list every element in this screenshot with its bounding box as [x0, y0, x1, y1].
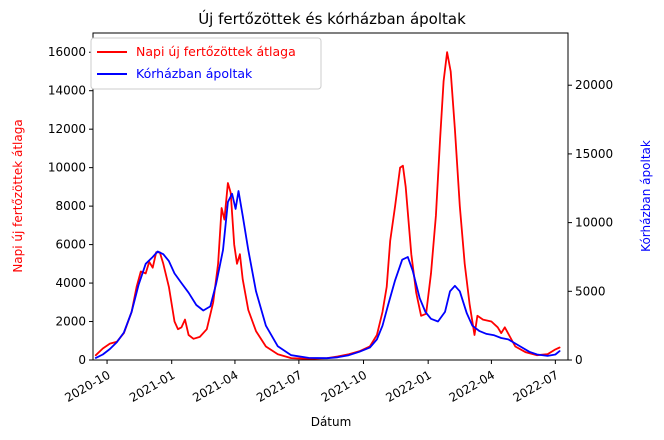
y-right-tick-label: 15000 [575, 147, 613, 161]
series-line-hospitalized [94, 190, 561, 360]
plot-content [94, 51, 561, 360]
x-tick-label: 2021-04 [190, 368, 240, 405]
y-left-tick-label: 12000 [48, 122, 86, 136]
x-tick-label: 2021-10 [319, 368, 369, 405]
x-tick-label: 2022-01 [383, 368, 433, 405]
y-right-tick-label: 10000 [575, 216, 613, 230]
y-left-tick-label: 16000 [48, 45, 86, 59]
y-axis-right: 0 5000 10000 15000 20000 [568, 78, 613, 367]
x-axis-label: Dátum [311, 415, 352, 429]
y-left-tick-label: 0 [78, 353, 86, 367]
y-axis-left: 0 2000 4000 6000 8000 10000 12000 14000 16000 [48, 45, 93, 367]
y-right-tick-label: 5000 [575, 284, 606, 298]
x-tick-label: 2022-07 [511, 368, 561, 405]
legend-label-hospitalized: Kórházban ápoltak [136, 66, 253, 81]
plot-frame [92, 32, 569, 361]
y-left-tick-label: 10000 [48, 161, 86, 175]
legend: Napi új fertőzöttek átlaga Kórházban ápo… [90, 37, 322, 90]
x-axis: 2020-10 2021-01 2021-04 2021-07 2021-10 2022-… [62, 360, 561, 405]
x-tick-label: 2022-04 [447, 368, 497, 405]
y-left-tick-label: 6000 [55, 238, 86, 252]
legend-box [90, 37, 322, 90]
x-tick-label: 2021-01 [127, 368, 177, 405]
y-right-tick-label: 0 [575, 353, 583, 367]
chart-title: Új fertőzöttek és kórházban ápoltak [198, 9, 466, 28]
y-left-tick-label: 4000 [55, 276, 86, 290]
y-left-tick-label: 8000 [55, 199, 86, 213]
y-axis-right-label: Kórházban ápoltak [639, 140, 653, 252]
series-line-cases [94, 51, 561, 360]
x-tick-label: 2020-10 [62, 368, 112, 405]
y-right-tick-label: 20000 [575, 78, 613, 92]
legend-label-cases: Napi új fertőzöttek átlaga [136, 44, 296, 59]
y-left-tick-label: 14000 [48, 84, 86, 98]
y-left-tick-label: 2000 [55, 315, 86, 329]
x-tick-label: 2021-07 [254, 368, 304, 405]
y-axis-left-label: Napi új fertőzöttek átlaga [11, 119, 25, 272]
